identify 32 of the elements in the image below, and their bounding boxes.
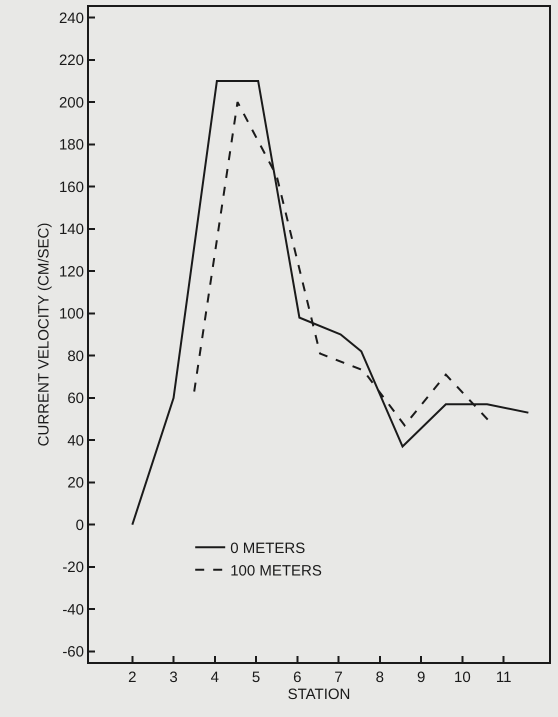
line-series (131, 80, 530, 526)
y-tick-label: -40 (62, 601, 84, 618)
y-tick-label: 40 (67, 432, 84, 450)
x-tick-label: 7 (334, 669, 343, 686)
legend-label: 100 METERS (230, 562, 322, 580)
y-tick-label: 20 (67, 474, 84, 492)
x-tick-label: 4 (210, 669, 219, 686)
y-tick-label: -20 (62, 559, 84, 576)
x-tick-label: 5 (252, 669, 260, 686)
y-tick-label: 220 (58, 52, 84, 70)
y-tick-label: 60 (67, 390, 84, 408)
x-tick-label: 10 (454, 669, 471, 686)
y-tick-label: 200 (58, 94, 84, 112)
y-tick-label: 80 (67, 348, 84, 365)
legend-label: 0 METERS (230, 540, 306, 558)
y-tick-label: 180 (58, 136, 84, 154)
y-tick-label: 120 (58, 263, 84, 280)
x-tick-label: 2 (128, 669, 136, 686)
x-tick-label: 6 (293, 669, 302, 686)
y-tick-label: 140 (58, 221, 84, 238)
y-tick-label: 160 (58, 178, 84, 196)
y-tick-label: 0 (76, 516, 84, 534)
x-tick-label: 3 (169, 669, 178, 686)
y-tick-label: 240 (58, 10, 84, 27)
x-axis-title: STATION (288, 686, 350, 703)
x-tick-label: 8 (376, 669, 384, 686)
y-axis-title: CURRENT VELOCITY (CM/SEC) (36, 222, 53, 446)
x-tick-label: 11 (496, 669, 512, 686)
line-series (193, 101, 490, 426)
y-tick-label: 100 (58, 306, 84, 323)
y-tick-label: -60 (62, 644, 84, 661)
x-tick-label: 9 (416, 669, 426, 686)
